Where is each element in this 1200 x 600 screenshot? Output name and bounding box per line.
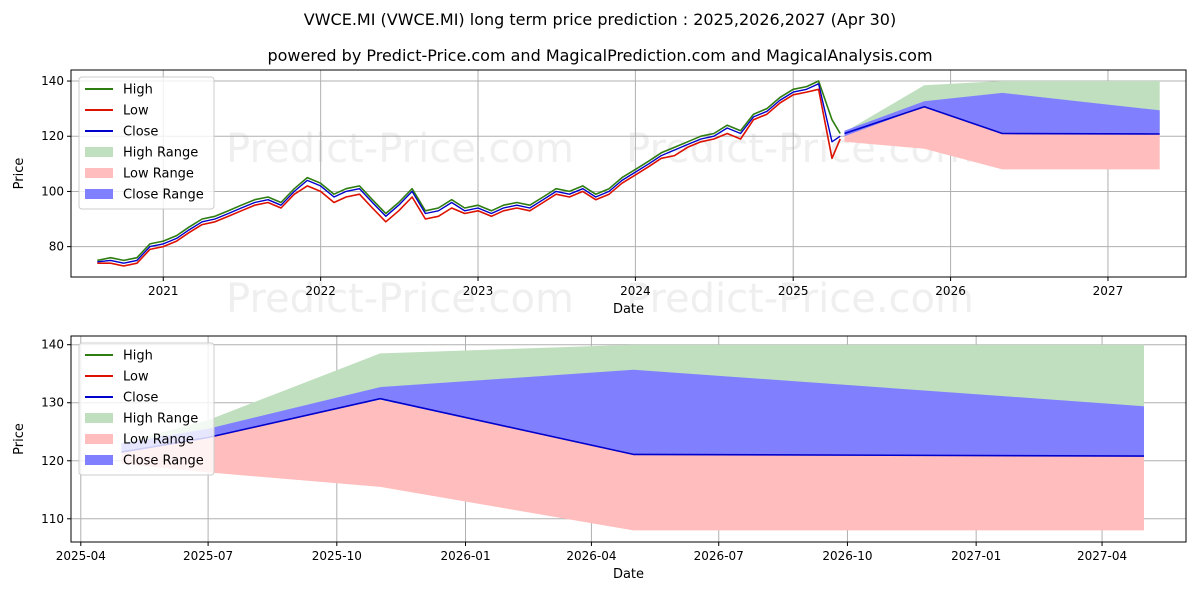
axes-frame [70, 69, 1187, 278]
y-tick-label: 140 [41, 338, 64, 352]
x-tick-label: 2027-04 [1077, 549, 1127, 563]
legend-label-close_range: Close Range [123, 454, 204, 469]
legend-label-close: Close [123, 125, 158, 140]
x-tick-label: 2026-04 [566, 549, 616, 563]
close-range-band [844, 92, 1160, 137]
legend: High Low Close High Range Low Range Close Ran… [78, 76, 215, 210]
x-axis-label: Date [613, 567, 644, 582]
legend-label-low_range: Low Range [123, 167, 194, 182]
x-tick-label: 2026 [935, 284, 966, 298]
x-tick-label: 2026-07 [694, 549, 744, 563]
legend-swatch-low_range [85, 168, 113, 178]
y-tick-label: 110 [41, 512, 64, 526]
axes-frame [70, 335, 1187, 543]
x-tick-label: 2025 [778, 284, 809, 298]
legend-label-high: High [123, 349, 153, 364]
x-tick-label: 2026-01 [440, 549, 490, 563]
legend-swatch-close_range [85, 189, 113, 199]
x-tick-label: 2021 [148, 284, 179, 298]
legend-swatch-close_range [85, 455, 113, 465]
legend-label-close_range: Close Range [123, 188, 204, 203]
x-tick-label: 2024 [620, 284, 651, 298]
high-line [97, 80, 841, 262]
legend-label-high_range: High Range [123, 412, 198, 427]
y-tick-label: 80 [49, 240, 64, 254]
chart-subtitle: powered by Predict-Price.com and Magical… [267, 46, 933, 65]
y-tick-label: 140 [41, 74, 64, 88]
x-tick-label: 2022 [305, 284, 336, 298]
x-axis-label: Date [613, 302, 644, 317]
low-range-band [844, 107, 1160, 170]
legend: High Low Close High Range Low Range Close Ran… [78, 342, 215, 476]
watermark: Predict-Price.com [226, 126, 574, 172]
x-tick-label: 2025-04 [56, 549, 106, 563]
y-tick-label: 120 [41, 454, 64, 468]
low-range-band [121, 399, 1144, 531]
close-forecast-line [844, 105, 1160, 135]
x-tick-label: 2026-10 [822, 549, 872, 563]
plot-area [97, 80, 1160, 267]
y-tick-label: 120 [41, 129, 64, 143]
x-tick-label: 2025-07 [183, 549, 233, 563]
legend-label-low: Low [123, 370, 149, 385]
watermark-group: Predict-Price.com Predict-Price.com Predic… [226, 126, 974, 322]
legend-label-high: High [123, 83, 153, 98]
y-tick-label: 100 [41, 184, 64, 198]
x-tick-label: 2025-10 [312, 549, 362, 563]
y-axis-label: Price [12, 158, 27, 190]
chart-panel-2: Predict-Price.comPredict-Price.com2025-0… [12, 335, 1187, 582]
legend-label-close: Close [123, 391, 158, 406]
plot-area [121, 344, 1145, 531]
close-line-history [97, 83, 841, 264]
chart-title: VWCE.MI (VWCE.MI) long term price predic… [303, 10, 897, 29]
x-tick-label: 2027 [1093, 284, 1124, 298]
y-tick-label: 130 [41, 396, 64, 410]
legend-label-low: Low [123, 104, 149, 119]
legend-swatch-high_range [85, 147, 113, 157]
watermark: Predict-Price.com [626, 276, 974, 322]
legend-label-low_range: Low Range [123, 433, 194, 448]
legend-swatch-high_range [85, 413, 113, 423]
watermark: Predict-Price.com [226, 276, 574, 322]
close-range-band [121, 369, 1144, 457]
x-tick-label: 2023 [463, 284, 494, 298]
legend-label-high_range: High Range [123, 146, 198, 161]
x-tick-label: 2027-01 [951, 549, 1001, 563]
low-line [97, 88, 841, 267]
chart-panel-1: Predict-Price.com Predict-Price.com Predic… [12, 69, 1187, 322]
y-axis-label: Price [12, 423, 27, 455]
legend-swatch-low_range [85, 434, 113, 444]
